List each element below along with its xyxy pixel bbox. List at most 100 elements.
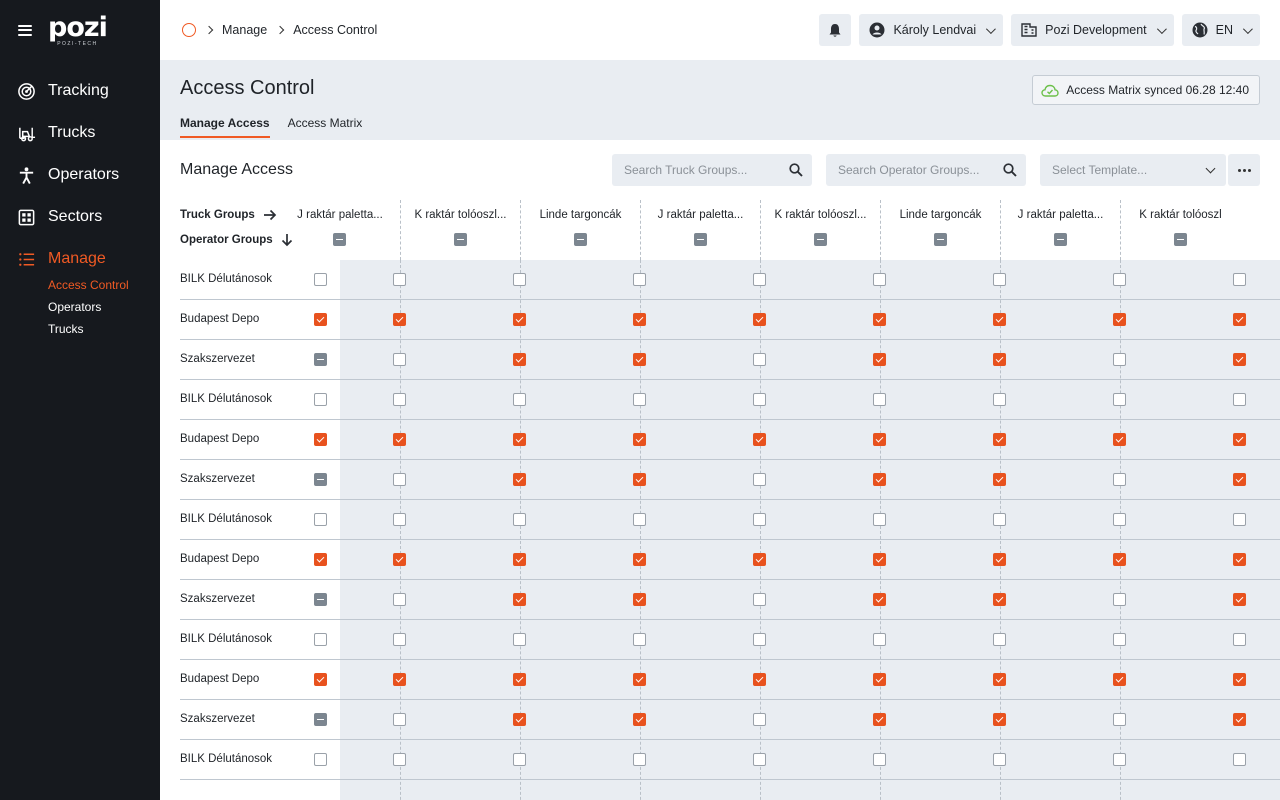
access-checkbox[interactable]	[1113, 593, 1126, 606]
access-checkbox[interactable]	[993, 593, 1006, 606]
column-select-checkbox[interactable]	[333, 233, 346, 246]
column-select-checkbox[interactable]	[934, 233, 947, 246]
access-checkbox[interactable]	[753, 433, 766, 446]
access-checkbox[interactable]	[1113, 633, 1126, 646]
access-checkbox[interactable]	[873, 593, 886, 606]
access-checkbox[interactable]	[513, 753, 526, 766]
access-checkbox[interactable]	[753, 633, 766, 646]
sidebar-item-tracking[interactable]: Tracking	[0, 70, 160, 112]
sidebar-item-manage[interactable]: Manage	[0, 238, 160, 280]
access-checkbox[interactable]	[633, 473, 646, 486]
access-checkbox[interactable]	[873, 753, 886, 766]
column-select-checkbox[interactable]	[1174, 233, 1187, 246]
access-checkbox[interactable]	[513, 633, 526, 646]
menu-icon[interactable]	[18, 24, 32, 36]
access-checkbox[interactable]	[1113, 713, 1126, 726]
access-checkbox[interactable]	[993, 473, 1006, 486]
user-menu-button[interactable]: Károly Lendvai	[859, 14, 1004, 46]
sidebar-item-sectors[interactable]: Sectors	[0, 196, 160, 238]
access-checkbox[interactable]	[1113, 353, 1126, 366]
access-checkbox[interactable]	[633, 753, 646, 766]
access-checkbox[interactable]	[393, 353, 406, 366]
access-checkbox[interactable]	[633, 553, 646, 566]
access-checkbox[interactable]	[1113, 273, 1126, 286]
access-checkbox[interactable]	[1233, 753, 1246, 766]
access-checkbox[interactable]	[873, 393, 886, 406]
access-checkbox[interactable]	[513, 313, 526, 326]
access-checkbox[interactable]	[873, 553, 886, 566]
access-checkbox[interactable]	[1233, 673, 1246, 686]
access-checkbox[interactable]	[393, 553, 406, 566]
home-icon[interactable]	[182, 23, 196, 37]
access-checkbox[interactable]	[1233, 393, 1246, 406]
access-checkbox[interactable]	[513, 353, 526, 366]
access-checkbox[interactable]	[393, 513, 406, 526]
access-checkbox[interactable]	[1233, 713, 1246, 726]
access-checkbox[interactable]	[393, 313, 406, 326]
access-checkbox[interactable]	[1233, 273, 1246, 286]
column-select-checkbox[interactable]	[814, 233, 827, 246]
access-checkbox[interactable]	[633, 433, 646, 446]
access-checkbox[interactable]	[1233, 313, 1246, 326]
access-checkbox[interactable]	[993, 713, 1006, 726]
access-checkbox[interactable]	[1113, 673, 1126, 686]
organization-menu-button[interactable]: Pozi Development	[1011, 14, 1174, 46]
access-checkbox[interactable]	[993, 313, 1006, 326]
access-checkbox[interactable]	[513, 433, 526, 446]
row-select-checkbox[interactable]	[314, 593, 327, 606]
access-checkbox[interactable]	[873, 713, 886, 726]
template-select[interactable]: Select Template...	[1040, 154, 1226, 186]
access-checkbox[interactable]	[1233, 513, 1246, 526]
access-checkbox[interactable]	[1233, 433, 1246, 446]
access-checkbox[interactable]	[513, 513, 526, 526]
access-checkbox[interactable]	[393, 473, 406, 486]
access-checkbox[interactable]	[873, 433, 886, 446]
access-checkbox[interactable]	[513, 393, 526, 406]
access-checkbox[interactable]	[1233, 473, 1246, 486]
row-select-checkbox[interactable]	[314, 673, 327, 686]
access-checkbox[interactable]	[513, 713, 526, 726]
access-checkbox[interactable]	[1113, 753, 1126, 766]
search-icon[interactable]	[789, 163, 803, 177]
column-select-checkbox[interactable]	[694, 233, 707, 246]
sidebar-item-trucks[interactable]: Trucks	[0, 112, 160, 154]
access-checkbox[interactable]	[1233, 633, 1246, 646]
subnav-trucks[interactable]: Trucks	[48, 322, 84, 336]
column-select-checkbox[interactable]	[574, 233, 587, 246]
access-checkbox[interactable]	[1113, 553, 1126, 566]
access-checkbox[interactable]	[393, 273, 406, 286]
row-select-checkbox[interactable]	[314, 513, 327, 526]
access-checkbox[interactable]	[393, 753, 406, 766]
access-checkbox[interactable]	[633, 353, 646, 366]
truck-groups-search-input[interactable]	[612, 154, 812, 186]
access-checkbox[interactable]	[633, 393, 646, 406]
access-checkbox[interactable]	[1233, 553, 1246, 566]
row-select-checkbox[interactable]	[314, 353, 327, 366]
row-select-checkbox[interactable]	[314, 473, 327, 486]
access-checkbox[interactable]	[633, 673, 646, 686]
access-checkbox[interactable]	[633, 273, 646, 286]
access-checkbox[interactable]	[873, 273, 886, 286]
access-checkbox[interactable]	[993, 633, 1006, 646]
tab-access-matrix[interactable]: Access Matrix	[287, 116, 363, 130]
access-checkbox[interactable]	[993, 273, 1006, 286]
subnav-operators[interactable]: Operators	[48, 300, 102, 314]
access-checkbox[interactable]	[393, 673, 406, 686]
access-checkbox[interactable]	[873, 513, 886, 526]
access-checkbox[interactable]	[993, 553, 1006, 566]
access-checkbox[interactable]	[1113, 433, 1126, 446]
access-checkbox[interactable]	[1113, 393, 1126, 406]
access-checkbox[interactable]	[513, 553, 526, 566]
notifications-button[interactable]	[819, 14, 852, 46]
access-checkbox[interactable]	[633, 593, 646, 606]
sidebar-item-operators[interactable]: Operators	[0, 154, 160, 196]
access-checkbox[interactable]	[1233, 353, 1246, 366]
row-select-checkbox[interactable]	[314, 433, 327, 446]
access-checkbox[interactable]	[753, 513, 766, 526]
access-checkbox[interactable]	[873, 473, 886, 486]
access-checkbox[interactable]	[993, 433, 1006, 446]
access-checkbox[interactable]	[993, 393, 1006, 406]
access-checkbox[interactable]	[993, 753, 1006, 766]
access-checkbox[interactable]	[393, 433, 406, 446]
subnav-access-control[interactable]: Access Control	[48, 278, 129, 292]
